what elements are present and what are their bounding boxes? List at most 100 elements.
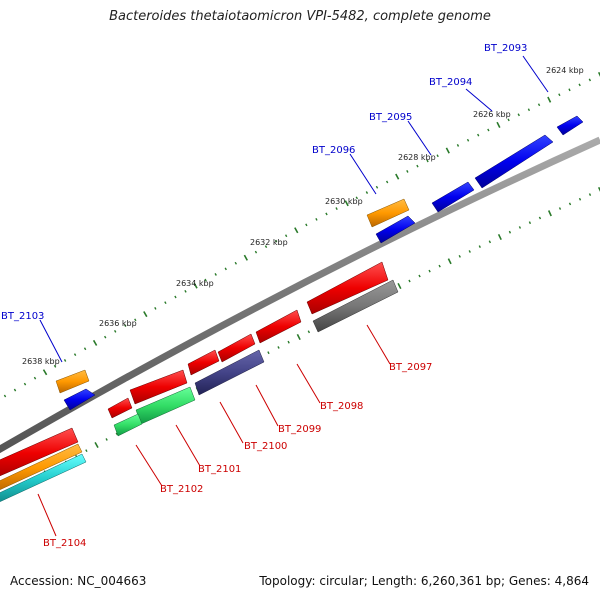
outer-ruler-tick	[154, 306, 157, 310]
gene-bt2096-arrow[interactable]	[375, 215, 416, 244]
outer-ruler-tick	[578, 83, 581, 87]
outer-ruler-tick	[13, 388, 17, 392]
gene-bt2097-arrow[interactable]	[306, 261, 389, 315]
gene-bt2099-arrow[interactable]	[217, 333, 256, 363]
outer-ruler-tick	[344, 200, 349, 207]
gene-bt2102-arrow[interactable]	[107, 397, 133, 419]
gene-bt2101-arrow[interactable]	[129, 369, 188, 405]
outer-ruler-tick	[315, 217, 318, 221]
outer-ruler-tick	[487, 128, 490, 132]
gene-bt2098-arrow[interactable]	[255, 309, 302, 344]
outer-ruler-tick	[3, 394, 7, 398]
inner-ruler-tick	[497, 233, 502, 241]
inner-ruler-tick	[105, 438, 108, 441]
gray-feature-2097[interactable]	[312, 279, 399, 333]
inner-ruler-tick	[296, 333, 301, 341]
orange-feature-2103[interactable]	[55, 369, 90, 394]
gene-bt2094-arrow[interactable]	[474, 134, 554, 189]
outer-ruler-tick	[83, 347, 87, 351]
outer-ruler-tick	[184, 289, 187, 293]
outer-ruler-tick	[456, 143, 460, 147]
inner-ruler-tick	[307, 330, 311, 334]
gene-label-bt2099[interactable]: BT_2099	[278, 424, 321, 435]
outer-ruler-tick	[33, 376, 37, 380]
outer-ruler-tick	[568, 88, 571, 92]
gene-label-bt2093[interactable]: BT_2093	[484, 43, 527, 54]
outer-ruler-tick	[224, 267, 227, 271]
inner-ruler-tick	[94, 442, 99, 448]
scale-label-2632: 2632 kbp	[250, 238, 288, 247]
inner-ruler-tick	[458, 254, 461, 258]
outer-ruler-tick	[204, 278, 207, 282]
gene-label-bt2104[interactable]: BT_2104	[43, 538, 86, 549]
scale-label-2628: 2628 kbp	[398, 153, 436, 162]
genome-backbone	[0, 136, 600, 454]
purple-feature-2099[interactable]	[194, 349, 265, 396]
gene-label-bt2101[interactable]: BT_2101	[198, 464, 241, 475]
green-feature-2102[interactable]	[113, 413, 143, 437]
gene-bt2100-arrow[interactable]	[187, 349, 220, 376]
outer-ruler-tick	[496, 121, 501, 128]
inner-ruler-tick	[447, 258, 452, 265]
cyan-feature-2104[interactable]	[0, 453, 87, 504]
outer-ruler-tick	[335, 207, 338, 211]
gene-bt2093-arrow[interactable]	[556, 115, 584, 136]
map-title: Bacteroides thetaiotaomicron VPI-5482, c…	[109, 9, 491, 24]
inner-ruler-tick	[287, 340, 290, 344]
gene-bt2104-arrow[interactable]	[0, 427, 79, 478]
gene-label-bt2098[interactable]: BT_2098	[320, 401, 363, 412]
outer-ruler-tick	[365, 191, 369, 194]
orange-feature-2096[interactable]	[366, 198, 410, 228]
inner-ruler-tick	[438, 264, 441, 268]
inner-ruler-tick	[588, 193, 592, 196]
outer-ruler-tick	[73, 353, 77, 356]
outer-ruler-tick	[517, 113, 520, 117]
outer-ruler-tick	[134, 318, 137, 322]
outer-ruler-tick	[416, 164, 419, 168]
gene-label-bt2095[interactable]: BT_2095	[369, 112, 412, 123]
outer-ruler-tick	[558, 93, 561, 97]
gene-bt2103-arrow[interactable]	[63, 388, 96, 411]
scale-label-2634: 2634 kbp	[176, 279, 214, 288]
reverse-leaders	[37, 324, 391, 537]
gene-label-bt2096[interactable]: BT_2096	[312, 145, 355, 156]
outer-ruler-tick	[42, 369, 48, 376]
inner-ruler-tick	[597, 186, 600, 192]
outer-ruler-tick	[395, 173, 400, 180]
outer-ruler-tick	[385, 180, 389, 184]
outer-ruler-tick	[92, 339, 98, 346]
inner-ruler-tick	[115, 432, 119, 436]
outer-ruler-tick	[243, 254, 249, 261]
inner-ruler-tick	[478, 245, 481, 249]
accession-text: Accession: NC_004663	[10, 574, 147, 588]
scale-label-2636: 2636 kbp	[99, 319, 137, 328]
outer-ruler-tick	[113, 329, 117, 333]
gene-label-bt2094[interactable]: BT_2094	[429, 77, 472, 88]
outer-ruler-tick	[305, 223, 308, 227]
gene-label-bt2102[interactable]: BT_2102	[160, 484, 203, 495]
outer-ruler-tick	[53, 364, 57, 368]
outer-ruler-tick	[284, 234, 288, 238]
gene-label-bt2103[interactable]: BT_2103	[1, 311, 44, 322]
scale-label-2626: 2626 kbp	[473, 110, 511, 119]
outer-ruler-tick	[63, 359, 67, 362]
gene-label-bt2097[interactable]: BT_2097	[389, 362, 432, 373]
outer-ruler-tick	[174, 295, 177, 299]
outer-ruler-tick	[274, 239, 278, 243]
outer-ruler-tick	[445, 147, 450, 154]
outer-ruler-tick	[214, 273, 217, 276]
outer-ruler-tick	[527, 108, 531, 112]
outer-ruler-tick	[466, 138, 470, 142]
outer-ruler-tick	[164, 301, 167, 305]
outer-ruler-tick	[547, 96, 552, 103]
outer-ruler-tick	[143, 311, 148, 318]
orange-feature-2104[interactable]	[0, 443, 83, 492]
outer-ruler-tick	[193, 282, 198, 289]
gene-bt2095-arrow[interactable]	[431, 181, 475, 213]
outer-ruler-tick	[426, 159, 429, 163]
gene-label-bt2100[interactable]: BT_2100	[244, 441, 287, 452]
inner-ruler-tick	[428, 269, 431, 273]
ruler-outer	[3, 71, 600, 398]
inner-ruler-tick	[578, 197, 582, 201]
inner-ruler-tick	[528, 221, 532, 225]
